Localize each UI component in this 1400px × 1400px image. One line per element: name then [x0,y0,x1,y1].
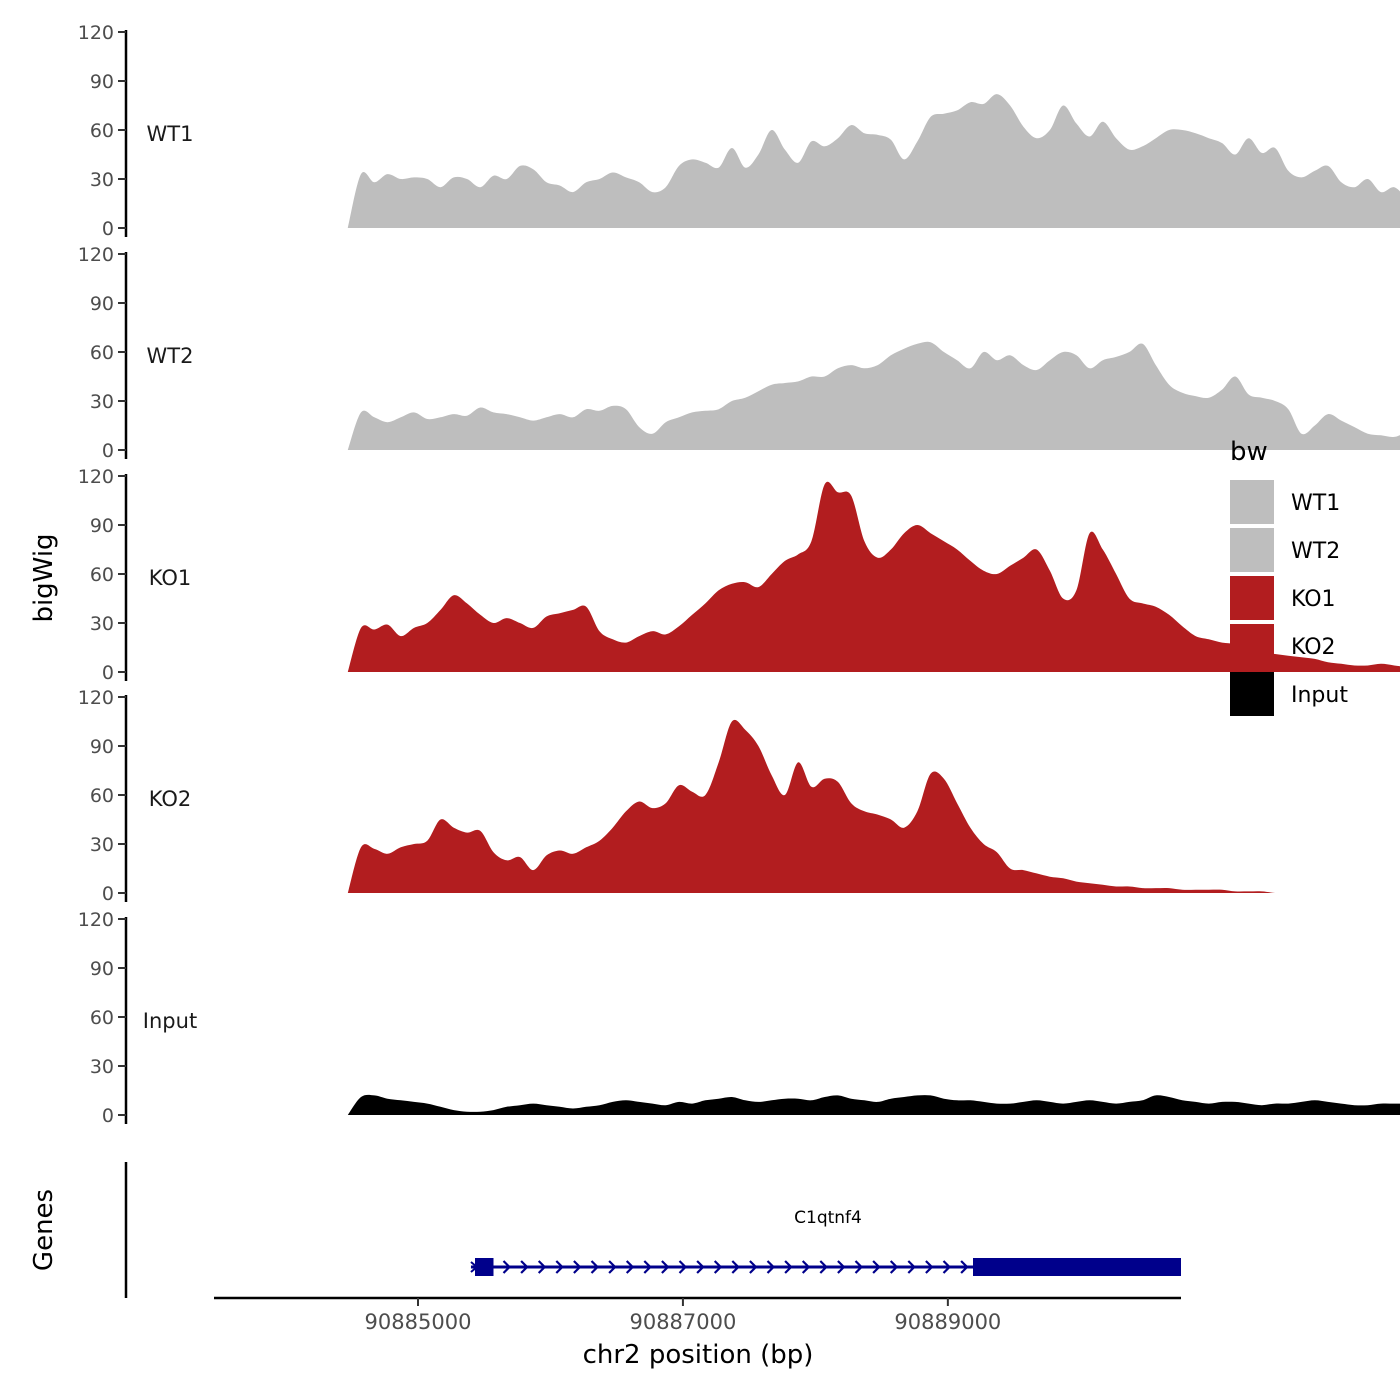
x-axis: 90885000 90887000 90889000 [214,1296,1181,1334]
gene-strand-arrow [573,1260,582,1274]
track-label: Input [143,1009,197,1033]
track-wt2: 0 30 60 90 120 WT2 [78,244,1400,462]
gene-strand-arrow [837,1260,846,1274]
gene-strand-arrow [872,1260,881,1274]
gene-strand-arrow [537,1260,547,1274]
area-ko2 [347,719,1400,893]
y-tick-label: 30 [90,169,114,191]
track-ko1: 0 30 60 90 120 KO1 [78,466,1400,684]
legend-key-ko2 [1230,624,1274,668]
gene-strand-arrow [907,1260,916,1274]
y-tick-label: 30 [90,834,114,856]
y-tick-label: 30 [90,613,114,635]
track-label: KO1 [149,566,192,590]
track-label: WT1 [147,122,194,146]
y-tick-label: 0 [102,662,114,684]
legend-key-wt1 [1230,480,1274,524]
area-ko1 [347,481,1400,672]
gene-strand-arrow [608,1260,617,1274]
area-wt2 [347,341,1400,450]
x-tick-label: 90887000 [629,1310,736,1334]
gene-strand-arrow [749,1260,758,1274]
y-tick-label: 30 [90,1056,114,1078]
y-tick-label: 90 [90,958,114,980]
gene-strand-arrow [819,1260,828,1274]
y-tick-label: 120 [78,244,114,266]
y-tick-label: 90 [90,293,114,315]
gene-strand-arrow [555,1260,564,1274]
y-tick-label: 90 [90,515,114,537]
track-input: 0 30 60 90 120 Input [78,909,1400,1127]
gene-strand-arrow [854,1260,864,1274]
legend-key-ko1 [1230,576,1274,620]
tracks-area: 0306090120WT10306090120WT20306090120KO10… [78,22,1400,1127]
y-tick-label: 0 [102,218,114,240]
y-tick-label: 90 [90,736,114,758]
legend-label: WT2 [1291,539,1340,564]
legend-label: Input [1291,683,1348,708]
gene-strand-arrow [661,1260,670,1274]
y-tick-label: 120 [78,466,114,488]
gene-strand-arrow [678,1260,688,1274]
y-tick-label: 120 [78,909,114,931]
y-axis-title: bigWig [29,533,59,622]
gene-strand-arrow [889,1260,899,1274]
gene-strand-arrow [696,1260,705,1274]
legend-key-input [1230,672,1274,716]
y-tick-label: 120 [78,687,114,709]
gene-strand-arrow [625,1260,635,1274]
gene-strand-arrow [766,1260,776,1274]
area-wt1 [347,94,1400,228]
genes-track: C1qtnf4 [124,1162,1181,1298]
gene-strand-arrow [502,1260,512,1274]
y-tick-label: 30 [90,391,114,413]
gene-strand-arrow [784,1260,793,1274]
gene-strand-arrow [801,1260,811,1274]
gene-exon [973,1258,1181,1276]
track-label: WT2 [147,344,194,368]
genes-axis-title: Genes [29,1189,59,1271]
x-axis-title: chr2 position (bp) [583,1340,814,1370]
y-tick-label: 60 [90,1007,114,1029]
y-tick-label: 90 [90,71,114,93]
gene-strand-arrow [520,1260,529,1274]
legend: bw WT1 WT2 KO1 KO2 Input [1230,437,1348,716]
gene-strand-arrow [713,1260,723,1274]
y-tick-label: 60 [90,120,114,142]
y-tick-label: 60 [90,785,114,807]
gene-strand-arrow [960,1260,969,1274]
legend-label: WT1 [1291,491,1340,516]
track-wt1: 0 30 60 90 120 WT1 [78,22,1400,240]
gene-strand-arrow [643,1260,652,1274]
y-tick-label: 0 [102,1105,114,1127]
gene-strand-arrow [731,1260,740,1274]
area-input [347,1094,1400,1115]
y-tick-label: 120 [78,22,114,44]
track-ko2: 0 30 60 90 120 KO2 [78,687,1400,905]
track-label: KO2 [149,787,192,811]
x-tick-label: 90889000 [894,1310,1001,1334]
y-tick-label: 0 [102,440,114,462]
gene-strand-arrow [590,1260,600,1274]
y-tick-label: 0 [102,883,114,905]
legend-key-wt2 [1230,528,1274,572]
legend-title: bw [1230,437,1268,467]
gene-exon [475,1258,494,1276]
legend-label: KO1 [1291,587,1336,612]
x-tick-label: 90885000 [365,1310,472,1334]
gene-label: C1qtnf4 [794,1208,862,1228]
gene-strand-arrow [942,1260,952,1274]
legend-label: KO2 [1291,635,1336,660]
gene-strand-arrow [925,1260,934,1274]
y-tick-label: 60 [90,564,114,586]
y-tick-label: 60 [90,342,114,364]
